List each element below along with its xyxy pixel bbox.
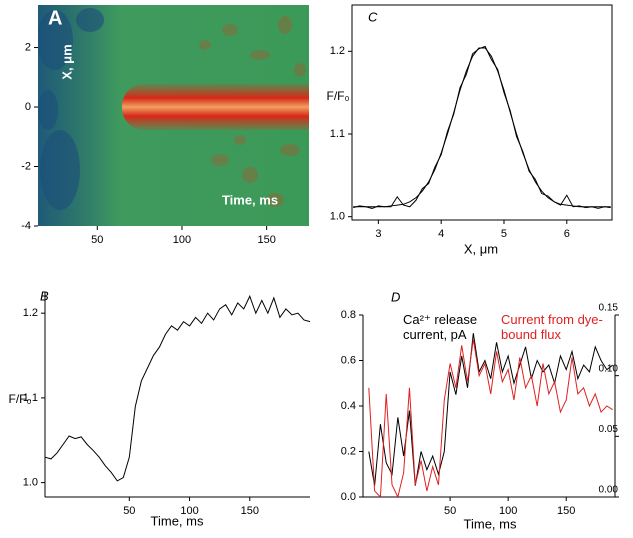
legend-entry: Current from dye-bound flux (501, 312, 603, 342)
x-axis-label: Time, ms (222, 192, 278, 207)
y-tick-label: 0.6 (341, 354, 356, 366)
data-line (44, 294, 311, 482)
y-tick-label: 1.2 (330, 45, 345, 57)
y-axis-label: F/F₀ (9, 392, 32, 406)
x-tick-label: 5 (501, 228, 507, 240)
x-tick-label: 50 (123, 505, 135, 517)
x-axis-label: Time, ms (464, 516, 517, 531)
x-axis-label: Time, ms (151, 513, 204, 528)
x-tick-label: 100 (499, 505, 517, 517)
data-line (353, 47, 611, 208)
x-tick-label: 6 (564, 228, 570, 240)
y-tick-label: 0.8 (341, 309, 356, 321)
x-tick-label: 4 (438, 228, 444, 240)
x-tick-label: 100 (180, 505, 198, 517)
y2-tick-label: 0.00 (599, 485, 619, 496)
x-tick-label: 100 (173, 234, 191, 246)
x-tick-label: 150 (241, 505, 259, 517)
y-tick-label: 0.2 (341, 445, 356, 457)
y-tick-label: 0 (25, 101, 31, 113)
panel-label: A (48, 7, 62, 29)
y2-tick-label: 0.05 (599, 424, 619, 435)
y2-tick-label: 0.10 (599, 363, 619, 374)
data-line (353, 45, 611, 209)
y-tick-label: 1.0 (330, 211, 345, 223)
y-tick-label: 1.2 (23, 307, 38, 319)
x-axis-label: X, μm (464, 241, 498, 256)
y-tick-label: 0.0 (341, 491, 356, 503)
y-tick-label: 2 (25, 41, 31, 53)
x-tick-label: 50 (444, 505, 456, 517)
x-tick-label: 3 (375, 228, 381, 240)
data-line (368, 339, 613, 499)
heatmap-image (38, 5, 309, 226)
y-tick-label: 1.0 (23, 477, 38, 489)
y-tick-label: -4 (21, 220, 31, 232)
y-tick-label: -2 (21, 160, 31, 172)
data-line (368, 333, 613, 486)
legend-entry: Ca²⁺ release current, pA (403, 312, 478, 342)
panel-label: D (391, 289, 400, 304)
y-axis-label: X, μm (59, 44, 74, 79)
y-tick-label: 0.4 (341, 400, 356, 412)
x-tick-label: 150 (557, 505, 575, 517)
y-axis-label: F/F₀ (327, 89, 350, 103)
y-tick-label: 1.1 (23, 392, 38, 404)
panel-label: B (40, 288, 49, 303)
y2-tick-label: 0.15 (599, 303, 619, 314)
y-tick-label: 1.1 (330, 128, 345, 140)
panel-label: C (368, 9, 378, 24)
x-tick-label: 50 (91, 234, 103, 246)
plot-frame (351, 4, 613, 221)
x-tick-label: 150 (257, 234, 275, 246)
